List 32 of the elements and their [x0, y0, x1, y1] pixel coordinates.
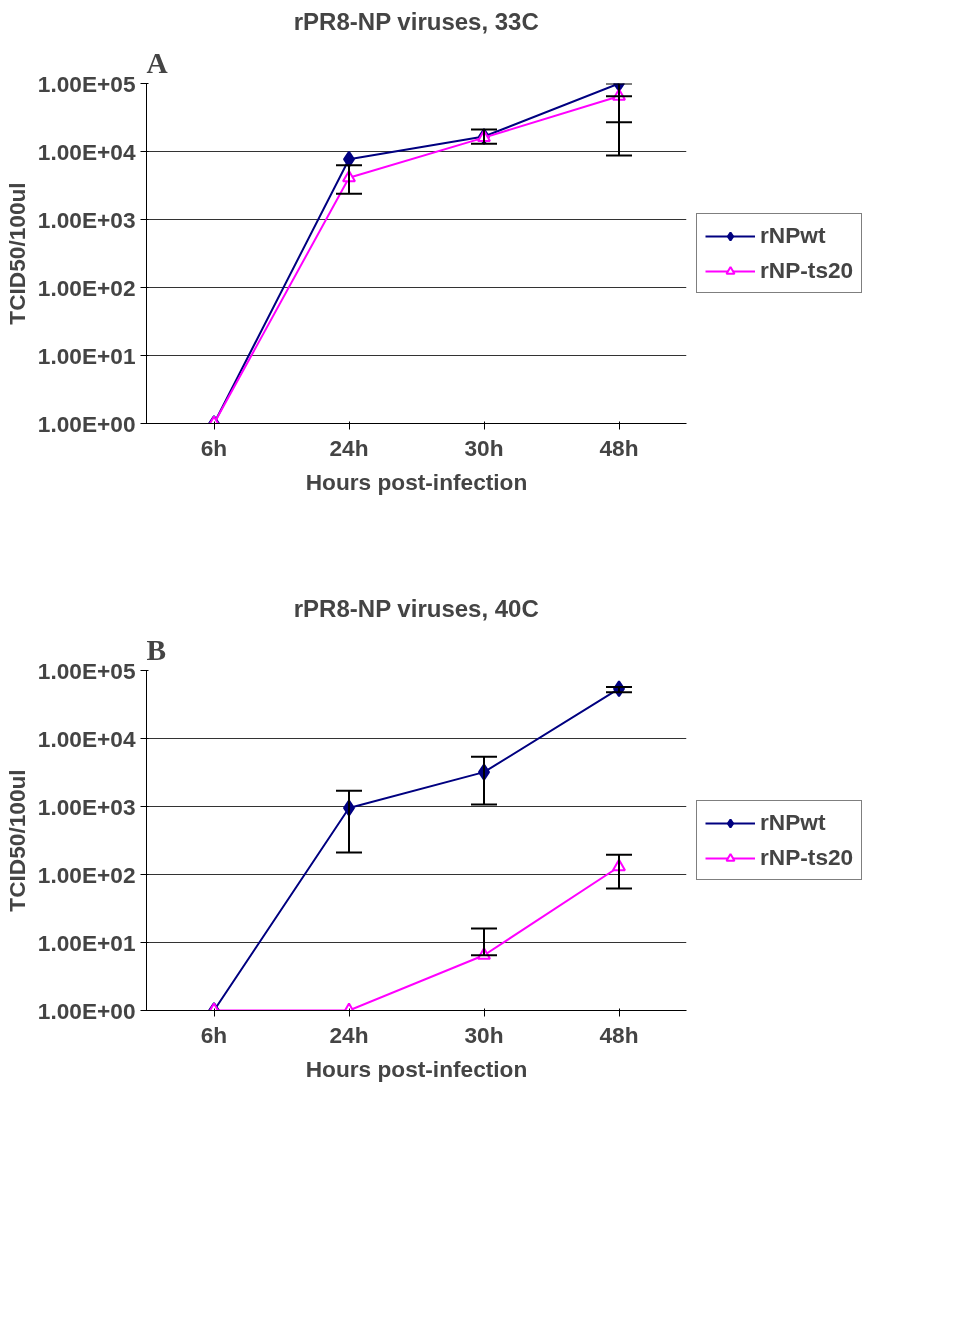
x-axis-title: Hours post-infection: [305, 1055, 528, 1082]
y-tick-label: 1.00E+04: [37, 138, 136, 165]
chart-title: rPR8-NP viruses, 33C: [293, 7, 539, 35]
y-axis-title: TCID50/100ul: [3, 182, 30, 325]
x-tick-label: 6h: [200, 1021, 228, 1048]
x-tick-label: 6h: [200, 434, 228, 461]
y-tick-label: 1.00E+02: [37, 861, 136, 888]
chart-title: rPR8-NP viruses, 40C: [293, 594, 539, 622]
y-tick-label: 1.00E+00: [37, 997, 136, 1024]
x-tick-label: 48h: [599, 1021, 639, 1048]
x-tick-label: 30h: [464, 434, 504, 461]
x-tick-label: 24h: [329, 1021, 369, 1048]
y-tick-label: 1.00E+00: [37, 410, 136, 437]
legend-label: rNPwt: [760, 809, 826, 836]
y-tick-label: 1.00E+03: [37, 793, 136, 820]
y-tick-label: 1.00E+02: [37, 274, 136, 301]
x-tick-label: 30h: [464, 1021, 504, 1048]
text: B: [146, 633, 167, 666]
y-tick-label: 1.00E+01: [37, 929, 136, 956]
y-tick-label: 1.00E+03: [37, 206, 136, 233]
legend-label: rNP-ts20: [760, 257, 854, 284]
y-tick-label: 1.00E+05: [37, 70, 136, 97]
text: A: [146, 46, 168, 79]
x-tick-label: 24h: [329, 434, 369, 461]
x-tick-label: 48h: [599, 434, 639, 461]
legend-label: rNP-ts20: [760, 844, 854, 871]
y-axis-title: TCID50/100ul: [3, 769, 30, 912]
y-tick-label: 1.00E+05: [37, 657, 136, 684]
y-tick-label: 1.00E+04: [37, 725, 136, 752]
y-tick-label: 1.00E+01: [37, 342, 136, 369]
legend-label: rNPwt: [760, 222, 826, 249]
x-axis-title: Hours post-infection: [305, 468, 528, 495]
